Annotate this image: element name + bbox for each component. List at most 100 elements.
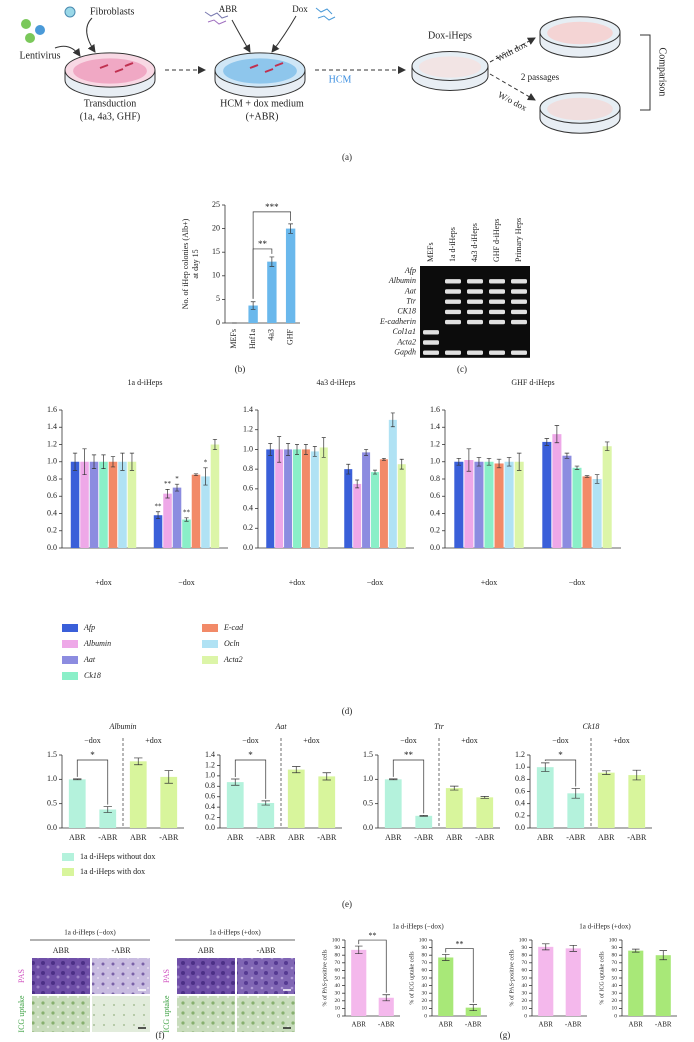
gel-band	[511, 289, 527, 294]
sig-label: **	[155, 502, 163, 510]
y-tick-label: 50	[612, 975, 618, 981]
y-tick-label: 70	[422, 960, 428, 966]
gene-label: E-cadherin	[379, 317, 416, 326]
error-bar	[82, 448, 87, 476]
bar	[542, 441, 552, 548]
error-bar	[544, 438, 550, 446]
lane-label: 1a d-iHeps	[448, 227, 457, 262]
label: Lentivirus	[19, 50, 60, 61]
x-tick-label: -ABR	[566, 833, 586, 842]
error-bar	[419, 814, 428, 817]
y-tick-label: 0	[614, 1013, 617, 1019]
label: HCM + dox medium	[220, 98, 304, 109]
y-tick-label: 0.0	[243, 543, 253, 552]
error-bar	[203, 467, 208, 486]
x-tick-label: -ABR	[256, 833, 276, 842]
error-bar	[321, 437, 326, 458]
y-tick-label: 1.0	[205, 771, 215, 780]
x-tick-label: -ABR	[565, 1021, 582, 1029]
gel-band	[511, 330, 527, 334]
error-bar	[120, 452, 125, 471]
gel-band	[467, 289, 483, 294]
icons	[21, 6, 336, 43]
sig-label: **	[456, 939, 464, 948]
x-tick-label: 4a3	[267, 329, 276, 341]
y-tick-label: 30	[612, 990, 618, 996]
x-tick-label: ABR	[446, 833, 463, 842]
bar	[267, 261, 277, 323]
y-tick-label: 0.2	[430, 526, 440, 535]
bar	[292, 449, 302, 548]
y-tick-label: 90	[612, 945, 618, 951]
gel-band	[445, 330, 461, 334]
y-tick-label: 1.4	[205, 750, 215, 759]
y-tick-label: 0	[424, 1013, 427, 1019]
error-bar	[268, 443, 273, 456]
error-bar	[564, 452, 570, 459]
panel-label: (b)	[235, 364, 246, 374]
error-bar	[101, 454, 106, 469]
y-tick-label: 0.8	[243, 464, 253, 473]
bar	[562, 455, 572, 548]
bar	[592, 479, 602, 548]
bar	[370, 472, 380, 548]
column-label: -ABR	[111, 946, 131, 955]
gene-label: Col1a1	[392, 327, 416, 336]
bar	[201, 476, 210, 548]
group-label: −dox	[400, 736, 417, 745]
sig-label: ***	[265, 202, 279, 212]
legend-label: Acta2	[223, 655, 243, 664]
y-tick-label: 0.6	[205, 792, 215, 801]
x-tick-label: MEFs	[229, 329, 238, 349]
gel-band	[423, 300, 439, 304]
gel-band	[467, 269, 483, 273]
gel-band	[467, 299, 483, 304]
y-tick-label: 1.0	[243, 444, 253, 453]
y-tick-label: 0.6	[430, 491, 440, 500]
bar	[514, 461, 524, 548]
group-label: +dox	[303, 736, 320, 745]
gel-band	[467, 279, 483, 284]
micrograph	[177, 958, 235, 994]
y-tick-label: 60	[612, 968, 618, 974]
error-bar	[659, 950, 668, 961]
x-tick-label: ABR	[385, 833, 402, 842]
bar	[454, 461, 464, 548]
y-tick-label: 80	[522, 952, 528, 958]
micrograph	[92, 996, 150, 1032]
x-tick-label: -ABR	[414, 833, 434, 842]
bar	[70, 461, 80, 548]
error-bar	[631, 948, 640, 953]
x-tick-label: ABR	[537, 833, 554, 842]
gel-band	[423, 320, 439, 324]
bar	[538, 946, 554, 1016]
panel-label: (f)	[156, 1030, 165, 1040]
group-title: 1a d-iHeps (+dox)	[209, 929, 261, 937]
bar	[163, 493, 172, 548]
bar	[474, 461, 484, 548]
bar	[153, 515, 163, 548]
gel-band	[445, 319, 461, 325]
lane-label: GHF d-iHeps	[492, 219, 501, 262]
x-tick-label: -ABR	[465, 1021, 482, 1029]
y-tick-label: 0.4	[515, 798, 525, 807]
bar	[287, 769, 305, 828]
gel-band	[489, 269, 505, 273]
micrograph	[32, 958, 90, 994]
cell	[99, 64, 109, 69]
y-tick-label: 0.0	[430, 543, 440, 552]
error-bar	[165, 489, 170, 499]
bar	[552, 434, 562, 548]
y-tick-label: 100	[332, 937, 341, 943]
gel-band	[489, 340, 505, 344]
arrow	[271, 15, 297, 53]
y-axis-label: % of ICG uptake cells	[408, 951, 415, 1005]
micrograph	[237, 996, 295, 1032]
y-tick-label: 30	[522, 990, 528, 996]
gene-label: Afp	[404, 266, 416, 275]
y-tick-label: 1.0	[430, 457, 440, 466]
group-label: −dox	[552, 736, 569, 745]
gene-label: Acta2	[396, 337, 416, 346]
y-tick-label: 20	[612, 998, 618, 1004]
y-tick-label: 90	[522, 945, 528, 951]
